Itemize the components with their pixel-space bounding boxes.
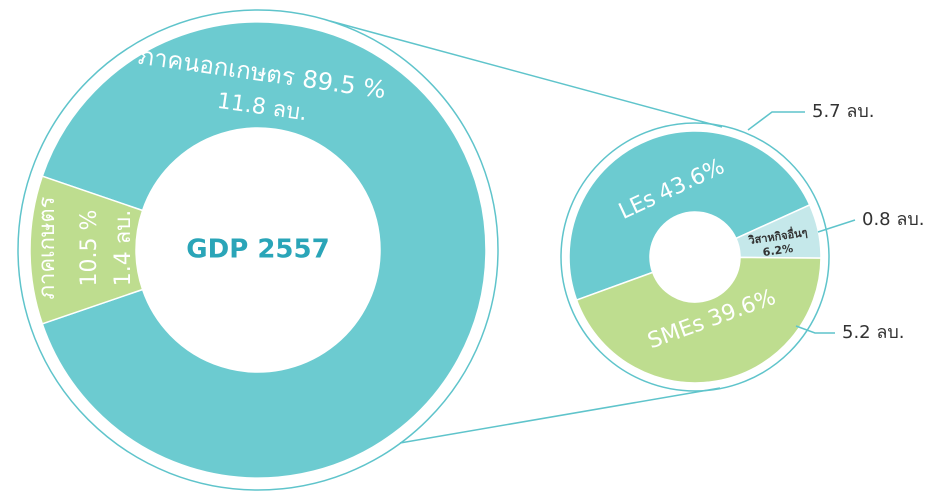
data-label: 10.5 %	[77, 210, 102, 287]
center-label: GDP 2557	[186, 235, 329, 265]
connector	[399, 387, 721, 444]
data-label: 6.2%	[762, 242, 794, 259]
donut-segment	[29, 175, 144, 325]
donut-segment	[41, 21, 487, 479]
amount-label: 0.8 ลบ.	[862, 209, 925, 230]
data-label: 1.4 ลบ.	[111, 210, 136, 286]
leader-line	[747, 111, 805, 131]
outline	[560, 122, 830, 392]
donut-segment	[568, 130, 811, 302]
leader-line	[817, 219, 856, 233]
leader-line	[795, 325, 835, 334]
connector	[329, 20, 723, 128]
donut-segment	[575, 256, 822, 384]
amount-label: 5.2 ลบ.	[842, 322, 905, 343]
amount-label: 5.7 ลบ.	[812, 101, 875, 122]
data-label: ภาคเกษตร	[35, 196, 60, 299]
outline	[17, 9, 499, 491]
